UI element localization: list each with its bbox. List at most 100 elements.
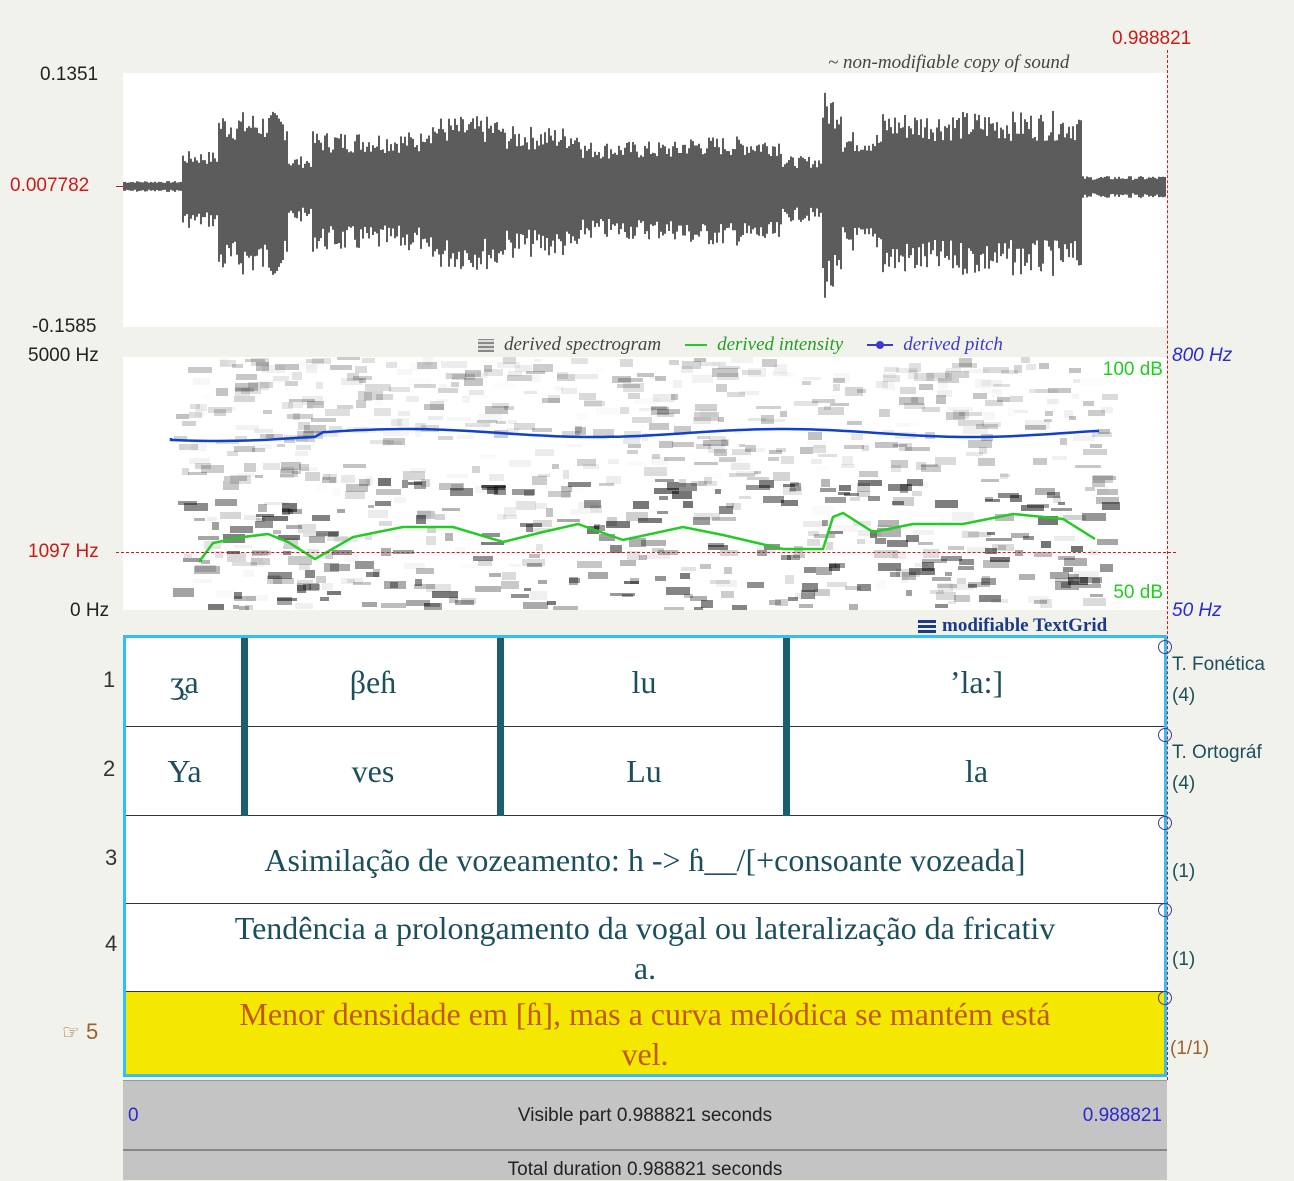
interval-boundary[interactable] (783, 638, 790, 816)
tier-4-text-line1[interactable]: Tendência a prolongamento da vogal ou la… (234, 910, 1056, 946)
spectrogram-texture (333, 488, 340, 496)
spectrogram-texture (732, 449, 751, 455)
tier-2[interactable]: Ya ves Lu la (126, 727, 1164, 816)
spectrogram-texture (492, 403, 509, 408)
tier-3-count: (1) (1172, 861, 1196, 882)
spectrogram-texture (417, 511, 435, 519)
spectrogram-texture (1102, 394, 1118, 400)
spectrogram-texture (1097, 489, 1118, 495)
spectrogram-texture (423, 357, 433, 365)
spectrogram-texture (245, 359, 265, 362)
total-duration-bar[interactable]: Total duration 0.988821 seconds (123, 1149, 1167, 1180)
spectrogram-texture (629, 538, 646, 547)
spectrogram-texture (1008, 408, 1015, 416)
spectrogram-texture (820, 488, 836, 492)
spectrogram-texture (309, 584, 320, 590)
spectrogram-texture (557, 374, 575, 381)
interval-cell[interactable]: ves (351, 752, 395, 789)
spectrogram-texture (195, 565, 216, 572)
tier-4[interactable]: Tendência a prolongamento da vogal ou la… (126, 904, 1164, 992)
spectrogram-texture (669, 360, 679, 365)
spectrogram-texture (538, 474, 550, 477)
spectrogram-texture (481, 542, 504, 545)
spectrogram-texture (260, 434, 274, 438)
legend-pitch-label: derived pitch (903, 334, 1003, 355)
spectrogram-texture (694, 513, 720, 520)
spectrogram-texture (1090, 594, 1103, 597)
tier-1-name: T. Fonética (1172, 654, 1265, 675)
spectrogram-texture (244, 515, 260, 520)
spectrogram-texture (283, 551, 291, 555)
spectrogram-texture (878, 520, 899, 527)
spectrogram-texture (509, 564, 521, 567)
spectrogram-texture (748, 368, 766, 377)
tier-3-text[interactable]: Asimilação de vozeamento: h -> ɦ__/[+con… (264, 842, 1026, 878)
spectrogram-texture (646, 553, 670, 559)
spectrogram-texture (978, 458, 995, 466)
time-cursor-line[interactable] (1167, 50, 1168, 1080)
spectrogram-texture (1019, 574, 1035, 580)
spectrogram-texture (679, 483, 697, 491)
spectrogram-texture (649, 423, 669, 430)
interval-boundary[interactable] (497, 638, 504, 816)
spectrogram-texture (1011, 533, 1029, 538)
tier-5-selected[interactable]: Menor densidade em [ɦ], mas a curva meló… (126, 992, 1164, 1074)
tier-5-text-line2[interactable]: vel. (621, 1036, 669, 1072)
tier-4-text-line2[interactable]: a. (633, 950, 657, 986)
spectrogram-texture (845, 387, 863, 396)
spectrogram-texture (788, 597, 798, 601)
spectrogram-texture (626, 512, 648, 521)
spectrogram-texture (981, 380, 1002, 386)
spectrogram-texture (569, 577, 578, 585)
interval-cell[interactable]: lu (631, 663, 657, 700)
spectrogram-texture (1050, 572, 1069, 579)
spectrogram-texture (329, 426, 342, 430)
interval-cell[interactable]: ʒ̥a (170, 663, 199, 700)
spectrogram-texture (526, 524, 533, 532)
spectrogram-texture (1023, 536, 1034, 540)
spectrogram-panel[interactable]: 100 dB 50 dB (123, 357, 1167, 610)
textgrid-icon (918, 619, 936, 633)
spectrogram-texture (712, 517, 736, 521)
spectrogram-texture (267, 576, 282, 584)
tier-5-text-line1[interactable]: Menor densidade em [ɦ], mas a curva meló… (239, 996, 1051, 1032)
spectrogram-texture (879, 409, 890, 417)
spectrogram-texture (708, 543, 724, 547)
spectrogram-texture (469, 390, 484, 395)
spectrogram-texture (376, 394, 393, 400)
spectrogram-texture (507, 375, 532, 381)
tier-3[interactable]: Asimilação de vozeamento: h -> ɦ__/[+con… (126, 816, 1164, 904)
spectrogram-texture (252, 448, 265, 452)
textgrid-panel[interactable]: ʒ̥a βeɦ lu ’la:] Ya ves Lu la Asimilação… (123, 635, 1167, 1077)
spectrogram-texture (189, 458, 210, 464)
interval-cell[interactable]: βeɦ (349, 663, 397, 700)
waveform-panel[interactable] (123, 73, 1167, 327)
spectrogram-texture (330, 365, 352, 370)
spectrogram-texture (857, 539, 865, 544)
interval-cell[interactable]: ’la:] (949, 663, 1004, 700)
spectrogram-texture (801, 590, 815, 599)
spectrogram-texture (985, 499, 1000, 502)
spectrogram-texture (1068, 577, 1088, 585)
spectrogram-texture (845, 586, 861, 590)
spectrogram-texture (1026, 364, 1036, 370)
spectrogram-texture (198, 536, 219, 540)
spectrogram-texture (829, 563, 836, 568)
spectrogram-texture (465, 423, 490, 427)
spectrogram-texture (804, 567, 816, 573)
textgrid-caption-label: modifiable TextGrid (942, 615, 1108, 636)
interval-cell[interactable]: Ya (167, 752, 202, 789)
spectrogram-texture (533, 520, 552, 527)
tier-1[interactable]: ʒ̥a βeɦ lu ’la:] (126, 638, 1164, 727)
visible-part-bar[interactable]: 0 Visible part 0.988821 seconds 0.988821 (123, 1080, 1167, 1149)
spectrogram-texture (461, 598, 476, 604)
interval-cell[interactable]: la (964, 752, 989, 789)
spectrogram-texture (732, 605, 747, 610)
interval-boundary[interactable] (241, 638, 248, 816)
spectrogram-texture (530, 591, 547, 600)
spectrogram-texture (892, 551, 906, 559)
spectrogram-texture (234, 596, 256, 601)
spectrogram-texture (383, 438, 405, 445)
spectrogram-texture (402, 480, 408, 488)
interval-cell[interactable]: Lu (626, 752, 662, 789)
